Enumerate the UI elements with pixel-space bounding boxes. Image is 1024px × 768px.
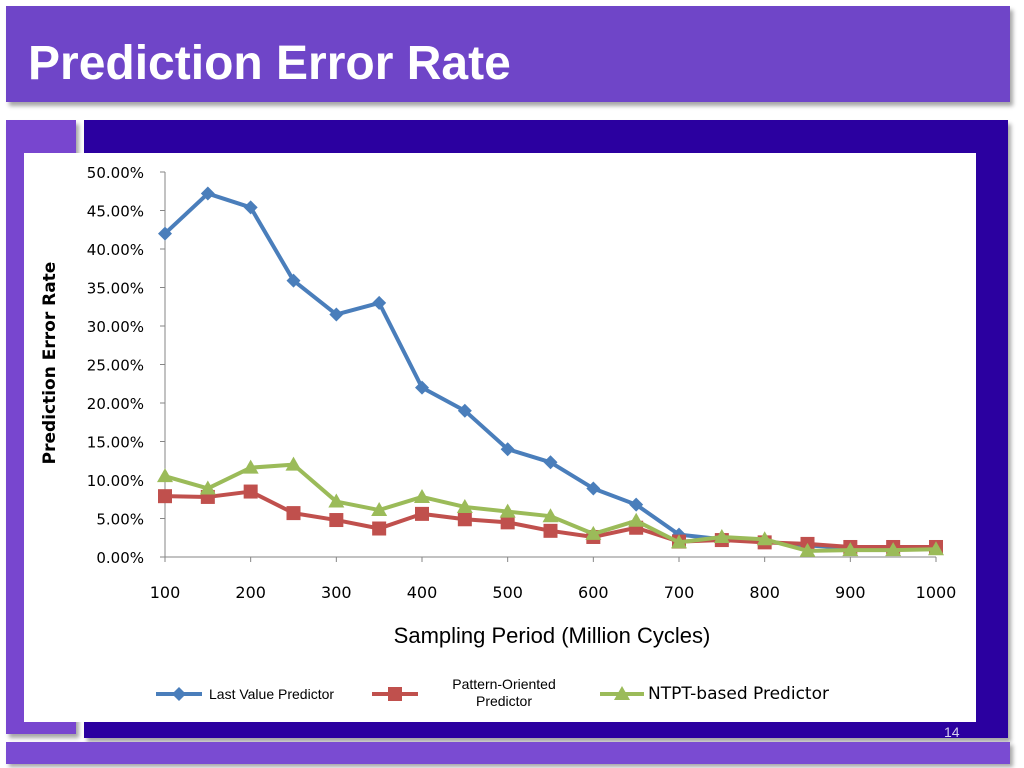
x-tick-label: 800 xyxy=(749,583,780,602)
chart-area: 0.00% 5.00% 10.00% 15.00% 20.00% 25.00% 30.00%… xyxy=(24,153,976,722)
slide-title: Prediction Error Rate xyxy=(28,37,511,90)
legend: Last Value Predictor Pattern-Oriented Pr… xyxy=(156,676,829,709)
x-tick-label: 500 xyxy=(492,583,523,602)
data-point xyxy=(415,380,429,395)
data-point xyxy=(372,521,387,536)
x-tick-label: 700 xyxy=(664,583,695,602)
data-point xyxy=(243,200,258,215)
data-point xyxy=(500,515,515,530)
data-point xyxy=(586,481,601,496)
legend-item-last-value: Last Value Predictor xyxy=(156,686,334,702)
legend-label-last-value: Last Value Predictor xyxy=(209,686,334,702)
x-tick-label: 400 xyxy=(407,583,438,602)
title-bar: Prediction Error Rate xyxy=(6,6,1010,102)
legend-label-pattern-line2: Predictor xyxy=(476,693,532,709)
y-tick-label: 20.00% xyxy=(87,395,144,413)
data-point xyxy=(243,484,258,499)
y-tick-label: 30.00% xyxy=(87,318,144,336)
line-chart: 0.00% 5.00% 10.00% 15.00% 20.00% 25.00% 30.00%… xyxy=(40,164,957,709)
data-point xyxy=(756,531,773,546)
data-point xyxy=(457,403,472,418)
data-point xyxy=(328,493,345,508)
page-number: 14 xyxy=(944,724,960,740)
data-point xyxy=(543,523,558,538)
y-tick-label: 40.00% xyxy=(87,241,144,259)
legend-label-ntpt: NTPT-based Predictor xyxy=(648,684,829,704)
series-diamond xyxy=(158,186,943,555)
data-point xyxy=(329,513,344,528)
x-tick-label: 300 xyxy=(321,583,352,602)
data-point xyxy=(585,525,602,540)
x-axis: 100 200 300 400 500 600 700 800 900 1000 xyxy=(150,556,957,602)
data-point xyxy=(885,542,902,557)
x-tick-label: 1000 xyxy=(916,583,957,602)
y-tick-label: 5.00% xyxy=(96,511,144,529)
series-line xyxy=(163,191,937,550)
data-point xyxy=(671,534,687,549)
data-point xyxy=(928,541,944,556)
data-point xyxy=(456,498,473,513)
bottom-decorative-bar xyxy=(6,742,1010,764)
legend-marker-diamond-icon xyxy=(172,687,186,701)
legend-label-pattern-line1: Pattern-Oriented xyxy=(452,676,556,692)
y-tick-label: 0.00% xyxy=(96,549,144,567)
data-point xyxy=(371,502,388,517)
data-point xyxy=(286,273,301,288)
data-point xyxy=(285,456,302,471)
series-container xyxy=(157,186,944,557)
legend-item-ntpt: NTPT-based Predictor xyxy=(600,684,829,704)
data-point xyxy=(543,455,558,470)
data-point xyxy=(500,442,515,457)
data-point xyxy=(842,542,859,557)
y-tick-label: 50.00% xyxy=(87,164,144,182)
y-tick-label: 15.00% xyxy=(87,434,144,452)
x-tick-label: 600 xyxy=(578,583,609,602)
data-point xyxy=(499,503,516,518)
data-point xyxy=(286,506,301,521)
y-tick-label: 10.00% xyxy=(87,472,144,490)
y-tick-label: 35.00% xyxy=(87,280,144,298)
y-tick-label: 45.00% xyxy=(87,203,144,221)
x-tick-label: 100 xyxy=(150,583,181,602)
legend-marker-triangle-icon xyxy=(614,686,630,700)
x-axis-label: Sampling Period (Million Cycles) xyxy=(394,623,711,648)
legend-marker-square-icon xyxy=(388,687,402,701)
y-axis: 0.00% 5.00% 10.00% 15.00% 20.00% 25.00% 30.00%… xyxy=(87,164,166,567)
data-point xyxy=(542,508,559,523)
data-point xyxy=(414,488,430,503)
data-point xyxy=(629,497,644,512)
y-axis-label: Prediction Error Rate xyxy=(40,262,60,465)
x-tick-label: 200 xyxy=(235,583,266,602)
data-point xyxy=(713,528,730,543)
legend-item-pattern-oriented: Pattern-Oriented Predictor xyxy=(372,676,556,709)
data-point xyxy=(157,468,173,483)
series-triangle xyxy=(157,456,944,557)
y-tick-label: 25.00% xyxy=(87,357,144,375)
data-point xyxy=(158,226,172,241)
data-point xyxy=(372,295,387,310)
data-point xyxy=(329,307,344,322)
data-point xyxy=(242,459,259,474)
data-point xyxy=(457,512,472,527)
data-point xyxy=(200,186,215,201)
x-tick-label: 900 xyxy=(835,583,866,602)
data-point xyxy=(799,542,816,557)
data-point xyxy=(158,489,172,504)
data-point xyxy=(415,506,429,521)
data-point xyxy=(628,512,645,527)
data-point xyxy=(199,480,216,495)
